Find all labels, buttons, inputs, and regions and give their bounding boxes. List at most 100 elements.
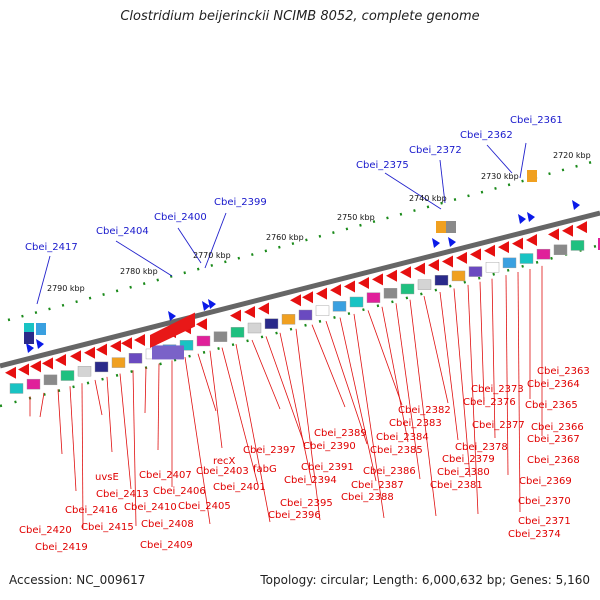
gene-label[interactable]: Cbei_2368	[527, 455, 580, 466]
gene-arrow	[316, 287, 327, 300]
gene-label[interactable]: Cbei_2381	[430, 480, 483, 491]
domain-block	[26, 378, 41, 390]
gene-label[interactable]: Cbei_2394	[284, 475, 337, 486]
gene-label[interactable]: Cbei_2390	[303, 441, 356, 452]
callout-line	[423, 295, 449, 404]
gene-label[interactable]: Cbei_2382	[398, 405, 451, 416]
gene-label[interactable]: fabG	[253, 464, 277, 475]
gene-label[interactable]: Cbei_2404	[96, 226, 149, 237]
gene-label[interactable]: Cbei_2408	[141, 519, 194, 530]
gene-label[interactable]: Cbei_2370	[518, 496, 571, 507]
gene-label[interactable]: Cbei_2373	[471, 384, 524, 395]
gene-label[interactable]: Cbei_2413	[96, 489, 149, 500]
gene-label[interactable]: Cbei_2419	[35, 542, 88, 553]
gene-arrow	[414, 262, 425, 275]
gene-label[interactable]: Cbei_2401	[213, 482, 266, 493]
gene-arrow	[302, 291, 313, 304]
gene-label[interactable]: recX	[213, 456, 236, 467]
gene-label[interactable]: Cbei_2403	[196, 466, 249, 477]
gene-arrow	[432, 238, 440, 248]
gene-label[interactable]: Cbei_2377	[472, 420, 525, 431]
callout-line	[39, 392, 45, 418]
gene-label[interactable]: Cbei_2397	[243, 445, 296, 456]
gene-label[interactable]: Cbei_2380	[437, 467, 490, 478]
domain-block	[24, 332, 34, 344]
gene-label[interactable]: Cbei_2410	[124, 502, 177, 513]
gene-label[interactable]: Cbei_2396	[268, 510, 321, 521]
gene-label[interactable]: Cbei_2365	[525, 400, 578, 411]
gene-label[interactable]: Cbei_2361	[510, 115, 563, 126]
domain-block	[451, 270, 466, 282]
gene-label[interactable]: Cbei_2386	[363, 466, 416, 477]
domain-block	[536, 248, 551, 260]
gene-label[interactable]: Cbei_2387	[351, 480, 404, 491]
gene-arrow	[572, 200, 580, 210]
gene-arrow	[30, 360, 41, 373]
gene-arrow	[121, 337, 132, 350]
gene-label[interactable]: Cbei_2389	[314, 428, 367, 439]
callout-line	[204, 212, 227, 269]
gene-label[interactable]: Cbei_2366	[531, 422, 584, 433]
domain-block	[502, 257, 517, 269]
gene-label[interactable]: Cbei_2388	[341, 492, 394, 503]
gene-label[interactable]: Cbei_2367	[527, 434, 580, 445]
gene-label[interactable]: Cbei_2384	[376, 432, 429, 443]
gene-arrow	[518, 214, 526, 224]
scale-label: 2750 kbp	[337, 213, 375, 222]
gene-arrow	[168, 311, 176, 321]
gene-arrow	[70, 350, 81, 363]
callout-line	[119, 373, 132, 490]
genome-summary: Topology: circular; Length: 6,000,632 bp…	[260, 573, 590, 587]
gene-label[interactable]: Cbei_2383	[389, 418, 442, 429]
gene-label[interactable]: Cbei_2406	[153, 486, 206, 497]
gene-arrow	[208, 299, 216, 309]
gene-label[interactable]: Cbei_2379	[442, 454, 495, 465]
domain-block	[349, 296, 364, 308]
gene-arrow	[442, 255, 453, 268]
gene-arrow	[372, 273, 383, 286]
scale-label: 2720 kbp	[553, 151, 591, 160]
gene-label[interactable]: Cbei_2363	[537, 366, 590, 377]
domain-block	[213, 331, 228, 342]
gene-label[interactable]: Cbei_2415	[81, 522, 134, 533]
gene-arrow	[428, 259, 439, 272]
gene-arrow	[18, 363, 29, 376]
gene-arrow	[527, 212, 535, 222]
domain-block	[9, 383, 24, 394]
gene-label[interactable]: Cbei_2399	[214, 197, 267, 208]
domain-block	[332, 301, 347, 312]
callout-line	[439, 291, 459, 441]
callout-line	[295, 328, 321, 521]
gene-label[interactable]: Cbei_2409	[140, 540, 193, 551]
callout-line	[177, 227, 202, 264]
callout-line	[339, 317, 377, 482]
gene-label[interactable]: Cbei_2405	[178, 501, 231, 512]
domain-block	[485, 262, 500, 273]
gene-arrow	[548, 228, 559, 241]
gene-label[interactable]: Cbei_2417	[25, 242, 78, 253]
domain-block	[298, 309, 313, 321]
gene-label[interactable]: Cbei_2395	[280, 498, 333, 509]
gene-label[interactable]: Cbei_2364	[527, 379, 580, 390]
domain-block	[179, 340, 194, 351]
domain-block	[383, 288, 398, 299]
gene-label[interactable]: Cbei_2400	[154, 212, 207, 223]
gene-label[interactable]: Cbei_2371	[518, 516, 571, 527]
gene-label[interactable]: Cbei_2376	[463, 397, 516, 408]
callout-line	[486, 144, 513, 174]
gene-arrow	[330, 284, 341, 297]
gene-label[interactable]: Cbei_2416	[65, 505, 118, 516]
gene-label[interactable]: Cbei_2369	[519, 476, 572, 487]
gene-label[interactable]: Cbei_2407	[139, 470, 192, 481]
gene-arrow	[96, 343, 107, 356]
gene-label[interactable]: Cbei_2391	[301, 462, 354, 473]
gene-label[interactable]: uvsE	[95, 472, 119, 483]
gene-label[interactable]: Cbei_2420	[19, 525, 72, 536]
gene-label[interactable]: Cbei_2374	[508, 529, 561, 540]
gene-label[interactable]: Cbei_2372	[409, 145, 462, 156]
gene-label[interactable]: Cbei_2378	[455, 442, 508, 453]
gene-label[interactable]: Cbei_2362	[460, 130, 513, 141]
gene-label[interactable]: Cbei_2375	[356, 160, 409, 171]
gene-arrow	[42, 357, 53, 370]
gene-label[interactable]: Cbei_2385	[370, 445, 423, 456]
